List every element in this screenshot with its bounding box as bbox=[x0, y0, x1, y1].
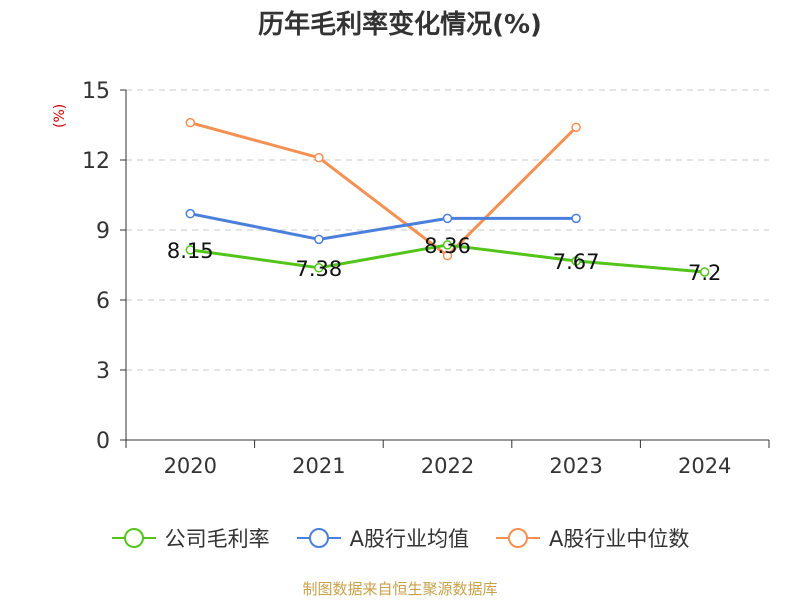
data-point bbox=[314, 152, 324, 163]
x-tick-label: 2020 bbox=[164, 454, 217, 478]
legend-label: 公司毛利率 bbox=[164, 527, 270, 551]
legend-item: A股行业均值 bbox=[296, 523, 469, 553]
series-line bbox=[189, 121, 578, 258]
data-point bbox=[571, 122, 581, 133]
legend-marker bbox=[308, 528, 329, 548]
y-tick-label: 9 bbox=[96, 219, 110, 244]
data-label: 7.2 bbox=[688, 261, 721, 285]
legend-item: A股行业中位数 bbox=[495, 523, 689, 553]
data-point bbox=[185, 117, 196, 128]
data-label: 7.67 bbox=[553, 250, 600, 274]
data-point bbox=[442, 213, 453, 224]
data-point bbox=[185, 245, 196, 255]
y-tick-label: 12 bbox=[82, 149, 110, 174]
source-note: 制图数据来自恒生聚源数据库 bbox=[302, 580, 498, 598]
y-tick-label: 6 bbox=[96, 289, 110, 314]
y-tick-label: 15 bbox=[82, 79, 110, 104]
legend-label: A股行业中位数 bbox=[549, 527, 690, 551]
legend-swatch bbox=[496, 528, 540, 548]
data-point bbox=[571, 256, 581, 266]
legend-swatch bbox=[111, 528, 156, 548]
series-line bbox=[190, 212, 577, 241]
y-tick-label: 0 bbox=[96, 429, 110, 454]
legend-label: A股行业均值 bbox=[349, 527, 469, 551]
y-tick-label: 3 bbox=[96, 359, 110, 384]
legend-marker bbox=[508, 528, 528, 548]
data-label: 8.36 bbox=[424, 234, 471, 258]
x-tick-label: 2023 bbox=[549, 454, 602, 478]
x-tick-label: 2021 bbox=[292, 454, 345, 478]
legend-marker bbox=[123, 528, 144, 548]
data-point bbox=[314, 263, 324, 273]
data-point bbox=[699, 267, 710, 277]
data-label: 8.15 bbox=[167, 239, 214, 263]
data-point bbox=[442, 250, 453, 261]
legend-item: 公司毛利率 bbox=[111, 523, 270, 553]
data-point bbox=[185, 208, 196, 219]
line-chart: 0 3 6 9 12 15 2020 2021 2022 2023 2024 8.15 7.38 8.36… bbox=[82, 79, 770, 478]
x-tick-label: 2022 bbox=[421, 454, 474, 478]
legend: 公司毛利率 A股行业均值 A股行业中位数 bbox=[0, 520, 800, 556]
data-point bbox=[314, 234, 324, 245]
x-tick-label: 2024 bbox=[678, 454, 731, 478]
chart-title: 历年毛利率变化情况(%) bbox=[258, 10, 542, 40]
data-label: 7.38 bbox=[296, 257, 343, 281]
data-point bbox=[571, 213, 581, 224]
data-point bbox=[442, 240, 453, 250]
legend-swatch bbox=[296, 528, 341, 548]
